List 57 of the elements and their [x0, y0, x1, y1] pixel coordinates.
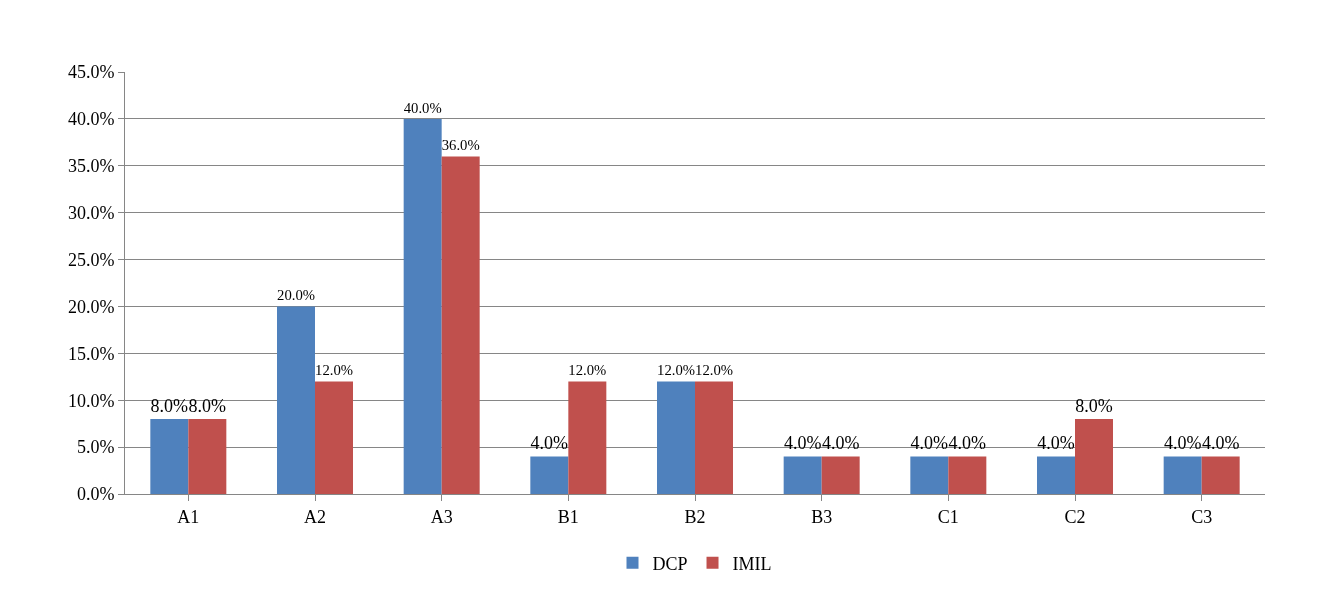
y-tick-label: 15.0% [67, 343, 115, 364]
bar [1163, 456, 1202, 494]
x-tick-label: A3 [430, 506, 453, 527]
y-tick-label: 25.0% [67, 249, 115, 270]
bar [910, 456, 949, 494]
bar [1201, 456, 1240, 494]
bar [441, 156, 480, 494]
data-label: 4.0% [821, 433, 860, 454]
data-label: 12.0% [657, 362, 695, 379]
data-label: 4.0% [948, 433, 987, 454]
data-label: 12.0% [315, 362, 353, 379]
data-label: 4.0% [1037, 433, 1075, 454]
data-label: 4.0% [1201, 433, 1240, 454]
bar [403, 118, 442, 494]
data-label: 40.0% [403, 99, 442, 116]
data-label: 8.0% [188, 395, 227, 416]
y-tick-label: 20.0% [67, 296, 115, 317]
x-tick-label: A1 [177, 506, 200, 527]
legend-label: IMIL [732, 553, 772, 574]
bar [530, 456, 569, 494]
data-label: 20.0% [277, 287, 315, 304]
bar [695, 381, 733, 494]
data-label: 4.0% [1163, 433, 1202, 454]
bar [150, 418, 189, 494]
y-tick-label: 30.0% [67, 202, 115, 223]
x-tick-label: A2 [304, 506, 326, 527]
data-label: 12.0% [568, 362, 607, 379]
bar [315, 381, 353, 494]
x-tick-label: B1 [557, 506, 579, 527]
bar [783, 456, 822, 494]
y-tick-label: 10.0% [67, 390, 115, 411]
bar [1075, 418, 1113, 494]
data-label: 4.0% [783, 433, 822, 454]
y-tick-label: 40.0% [67, 109, 115, 130]
bar [821, 456, 860, 494]
bar [1037, 456, 1075, 494]
bar [568, 381, 607, 494]
y-tick-label: 0.0% [76, 484, 115, 505]
data-label: 12.0% [695, 362, 733, 379]
bar [948, 456, 987, 494]
data-label: 8.0% [150, 395, 189, 416]
legend-label: DCP [652, 553, 688, 574]
bar [657, 381, 695, 494]
x-tick-label: B2 [684, 506, 706, 527]
bar [188, 418, 227, 494]
bar [277, 306, 315, 494]
y-tick-label: 35.0% [67, 156, 115, 177]
x-tick-label: C3 [1191, 506, 1213, 527]
x-tick-label: C1 [937, 506, 959, 527]
data-label: 4.0% [530, 433, 569, 454]
x-tick-label: C2 [1064, 506, 1086, 527]
y-tick-label: 5.0% [76, 437, 115, 458]
data-label: 36.0% [441, 137, 480, 154]
y-tick-label: 45.0% [67, 62, 115, 83]
data-label: 4.0% [910, 433, 949, 454]
x-tick-label: B3 [811, 506, 833, 527]
data-label: 8.0% [1075, 395, 1113, 416]
